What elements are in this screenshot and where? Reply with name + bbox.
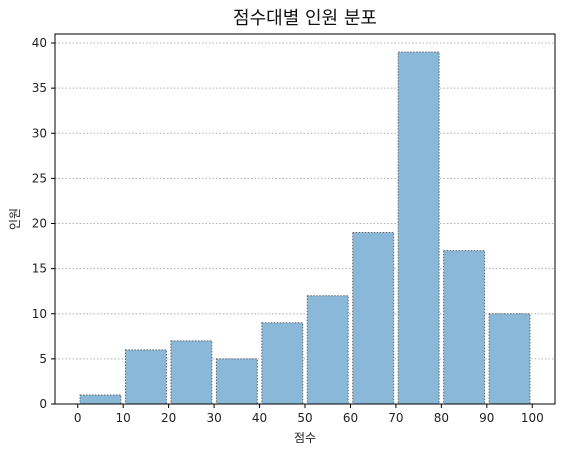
bar-60-70 <box>352 232 395 405</box>
y-tick-label: 5 <box>39 352 47 366</box>
y-tick-label: 25 <box>32 171 47 185</box>
y-tick-label: 10 <box>32 307 47 321</box>
y-tick-label: 20 <box>32 217 47 231</box>
y-tick-label: 35 <box>32 81 47 95</box>
bar-80-90 <box>443 250 486 405</box>
bar-0-10 <box>79 394 122 405</box>
y-tick-label: 15 <box>32 262 47 276</box>
x-tick-label: 10 <box>116 411 131 425</box>
chart-title: 점수대별 인원 분포 <box>233 8 377 29</box>
x-tick-label: 100 <box>521 411 544 425</box>
x-tick-label: 0 <box>74 411 82 425</box>
bars <box>79 51 531 405</box>
x-tick-label: 70 <box>388 411 403 425</box>
bar-10-20 <box>124 349 167 405</box>
x-tick-label: 40 <box>252 411 267 425</box>
x-tick-label: 50 <box>297 411 312 425</box>
bar-70-80 <box>397 51 440 405</box>
y-tick-label: 40 <box>32 36 47 50</box>
bar-30-40 <box>215 358 258 405</box>
y-axis-label: 인원 <box>8 208 22 230</box>
y-tick-label: 0 <box>39 397 47 411</box>
x-tick-label: 80 <box>434 411 449 425</box>
x-axis-label: 점수 <box>294 431 316 445</box>
x-tick-label: 30 <box>206 411 221 425</box>
x-tick-label: 20 <box>161 411 176 425</box>
x-tick-label: 90 <box>479 411 494 425</box>
bar-40-50 <box>261 322 304 405</box>
bar-50-60 <box>306 295 349 405</box>
x-axis-ticks: 0 10 20 30 40 50 60 70 80 90 100 <box>74 404 544 425</box>
y-axis-ticks: 0 5 10 15 20 25 30 35 40 <box>32 36 55 411</box>
bar-90-100 <box>488 313 531 405</box>
x-tick-label: 60 <box>343 411 358 425</box>
y-tick-label: 30 <box>32 126 47 140</box>
bar-20-30 <box>170 340 213 405</box>
